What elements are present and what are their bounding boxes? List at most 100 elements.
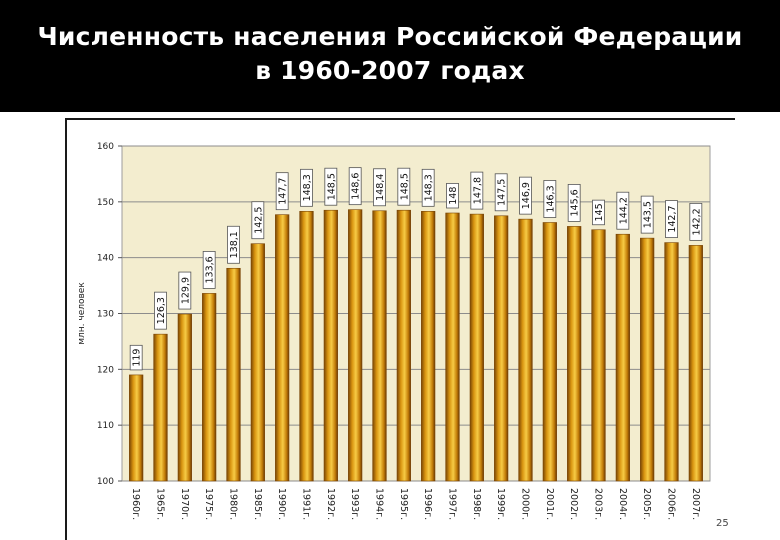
data-label: 129,9: [180, 277, 191, 304]
data-label-box: [640, 195, 654, 234]
frame-horizontal-line: [65, 118, 735, 120]
x-tick-label: 1998г.: [471, 488, 482, 520]
data-label: 147,8: [472, 177, 483, 204]
bar: [323, 209, 338, 482]
data-label-box: [470, 171, 484, 210]
data-label-box: [446, 183, 459, 209]
data-label: 138,1: [229, 231, 240, 258]
x-tick-label: 2006г.: [666, 488, 677, 520]
x-tick-label: 1991г.: [301, 488, 312, 520]
bar: [688, 245, 703, 482]
data-label-box: [129, 344, 143, 371]
bar: [664, 242, 679, 482]
x-tick-label: 2004г.: [617, 488, 628, 520]
x-tick-label: 2003г.: [593, 488, 604, 520]
data-label: 145,6: [570, 189, 581, 216]
y-tick-label: 160: [97, 142, 114, 152]
data-label-box: [519, 176, 532, 215]
bar: [518, 218, 533, 482]
data-label: 119: [132, 349, 143, 367]
bar: [567, 226, 582, 482]
y-tick-label: 150: [97, 198, 114, 208]
data-label-box: [397, 167, 411, 206]
y-tick-label: 130: [97, 310, 114, 320]
data-label: 148,3: [302, 174, 313, 201]
bar: [275, 214, 290, 482]
data-label: 133,6: [205, 256, 216, 283]
bar: [445, 212, 460, 482]
x-tick-label: 1993г.: [349, 488, 360, 520]
data-label-box: [665, 200, 678, 238]
x-tick-label: 2000г.: [520, 488, 531, 520]
x-tick-label: 1990г.: [276, 488, 287, 520]
data-label-box: [421, 168, 435, 207]
x-tick-label: 1994г.: [374, 488, 385, 520]
bar: [372, 210, 387, 482]
x-tick-label: 1965г.: [155, 488, 166, 520]
bar: [177, 313, 192, 482]
bar: [202, 293, 217, 482]
y-tick-label: 100: [97, 477, 114, 487]
data-label: 148: [448, 187, 459, 205]
x-tick-label: 2002г.: [568, 488, 579, 520]
data-label: 148,3: [424, 174, 435, 201]
data-label-box: [616, 191, 630, 230]
data-label: 147,7: [278, 178, 289, 205]
x-tick-label: 1980г.: [228, 488, 239, 520]
title-bar: Численность населения Российской Федерац…: [0, 0, 780, 112]
data-label: 148,6: [351, 173, 362, 200]
data-label: 142,2: [691, 208, 702, 235]
data-label-box: [373, 168, 386, 207]
x-tick-label: 1960г.: [130, 488, 141, 520]
slide-number: 25: [716, 518, 729, 529]
bar: [542, 222, 557, 482]
data-label-box: [592, 199, 605, 226]
x-tick-label: 1985г.: [252, 488, 263, 520]
y-tick-label: 120: [97, 365, 114, 375]
data-label-box: [178, 271, 192, 310]
data-label: 146,9: [521, 182, 532, 209]
bar: [348, 209, 363, 482]
y-axis-label: млн. человек: [77, 282, 87, 345]
bar: [494, 215, 509, 482]
y-tick-label: 140: [97, 254, 114, 264]
bar: [615, 233, 630, 482]
data-label: 144,2: [618, 197, 629, 224]
data-label: 148,5: [326, 173, 337, 200]
data-label-box: [348, 167, 362, 206]
data-label-box: [227, 225, 240, 264]
data-label: 142,7: [667, 205, 678, 232]
chart-layer: 100 110 120 130 140 150 160 млн. человек 119 1960…: [77, 142, 711, 520]
data-label-box: [202, 251, 216, 289]
bar: [129, 374, 144, 482]
bar: [226, 267, 241, 482]
slide-subtitle: в 1960-2007 годах: [255, 56, 525, 85]
data-label: 146,3: [545, 185, 556, 212]
bar: [299, 211, 314, 482]
data-label: 143,5: [643, 201, 654, 228]
x-tick-label: 1997г.: [447, 488, 458, 520]
x-tick-label: 1999г.: [495, 488, 506, 520]
data-label-box: [275, 172, 289, 211]
population-bar-chart: 100 110 120 130 140 150 160 млн. человек 119 1960…: [77, 142, 711, 520]
x-tick-label: 1975г.: [203, 488, 214, 520]
x-tick-label: 1995г.: [398, 488, 409, 520]
frame-vertical-line: [65, 118, 67, 540]
data-label-box: [689, 202, 703, 241]
data-label-box: [543, 180, 557, 218]
bar: [396, 209, 411, 482]
x-tick-label: 2007г.: [690, 488, 701, 520]
x-tick-label: 1992г.: [325, 488, 336, 520]
data-label: 126,3: [156, 297, 167, 324]
data-label-box: [300, 168, 313, 207]
data-label-box: [324, 167, 338, 206]
data-label: 148,5: [399, 173, 410, 200]
data-label: 147,5: [497, 179, 508, 206]
data-label-box: [154, 291, 167, 330]
bar: [591, 229, 606, 482]
x-tick-label: 2001г.: [544, 488, 555, 520]
data-label: 148,4: [375, 174, 386, 201]
x-tick-label: 1970г.: [179, 488, 190, 520]
bar: [640, 237, 655, 482]
slide-title: Численность населения Российской Федерац…: [37, 22, 743, 51]
